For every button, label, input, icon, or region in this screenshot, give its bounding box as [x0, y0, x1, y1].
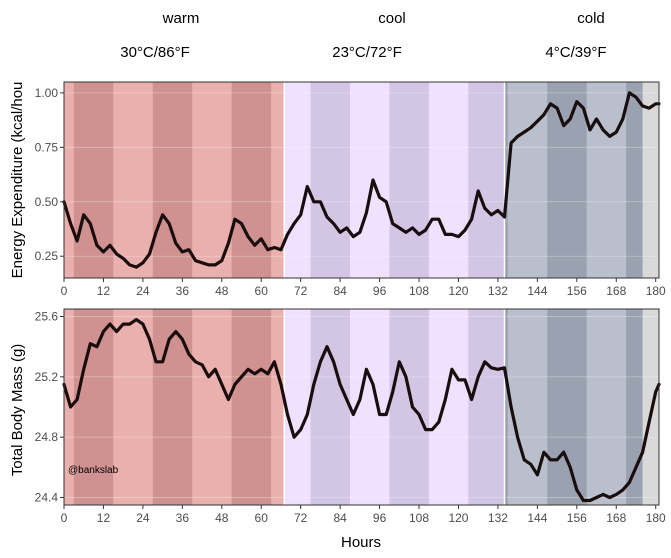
x-tick-label: 180 — [646, 284, 666, 298]
x-tick-label: 132 — [488, 511, 508, 525]
x-tick-label: 156 — [567, 284, 587, 298]
body-mass-line — [62, 318, 661, 503]
y-tick-label: 24.8 — [35, 430, 59, 444]
x-axis-ticks: 0 12 24 36 48 60 72 84 96 108 120 132 144 156 168 180 — [61, 505, 666, 525]
y-tick-label: 0.25 — [35, 249, 59, 263]
x-tick-label: 84 — [333, 284, 347, 298]
dark-phase-band — [310, 82, 350, 278]
x-tick-label: 48 — [215, 511, 229, 525]
x-tick-label: 156 — [567, 511, 587, 525]
y-tick-label: 0.75 — [35, 140, 59, 154]
dark-phase-band — [152, 309, 193, 505]
condition-temp-cool: 23°C/72°F — [332, 44, 402, 61]
x-tick-label: 60 — [255, 284, 269, 298]
gridlines — [64, 92, 659, 257]
x-tick-label: 96 — [373, 511, 387, 525]
x-axis-ticks: 0 12 24 36 48 60 72 84 96 108 120 132 144 156 168 180 — [61, 278, 666, 298]
dark-phase-band — [73, 82, 114, 278]
energy-y-axis-label: Energy Expenditure (kcal/hou — [9, 82, 26, 279]
dark-phase-band — [73, 309, 114, 505]
x-tick-label: 180 — [646, 511, 666, 525]
dark-phase-band — [547, 82, 587, 278]
x-tick-label: 36 — [176, 284, 190, 298]
x-tick-label: 96 — [373, 284, 387, 298]
x-axis-label: Hours — [341, 534, 381, 551]
condition-title-cold: cold — [577, 10, 605, 27]
condition-temp-warm: 30°C/86°F — [120, 44, 190, 61]
end-band — [642, 82, 659, 278]
y-tick-label: 24.4 — [35, 490, 59, 504]
x-tick-label: 36 — [176, 511, 190, 525]
dark-phase-band — [504, 309, 508, 505]
x-tick-label: 120 — [448, 511, 468, 525]
x-tick-label: 120 — [448, 284, 468, 298]
body-mass-y-axis-label: Total Body Mass (g) — [9, 344, 26, 477]
x-tick-label: 168 — [606, 284, 626, 298]
dark-phase-band — [231, 309, 272, 505]
x-tick-label: 132 — [488, 284, 508, 298]
x-tick-label: 0 — [61, 284, 68, 298]
dark-phase-band — [310, 309, 350, 505]
x-tick-label: 144 — [527, 511, 547, 525]
x-tick-label: 12 — [97, 511, 111, 525]
condition-bands — [64, 82, 659, 278]
dark-phase-band — [389, 309, 429, 505]
dark-phase-band — [547, 309, 587, 505]
x-tick-label: 168 — [606, 511, 626, 525]
x-tick-label: 0 — [61, 511, 68, 525]
dark-phase-band — [231, 82, 272, 278]
plot-frame — [63, 308, 660, 506]
y-tick-label: 0.50 — [35, 195, 59, 209]
x-tick-label: 108 — [409, 511, 429, 525]
panel-total-body-mass: 24.4 24.8 25.2 25.6 0 12 24 36 48 60 72 84 96 108 120… — [9, 308, 666, 525]
y-tick-label: 25.2 — [35, 370, 59, 384]
x-tick-label: 60 — [255, 511, 269, 525]
condition-headers: warm 30°C/86°F cool 23°C/72°F cold 4°C/3… — [120, 10, 606, 61]
dark-phase-band — [468, 82, 505, 278]
condition-bands — [64, 309, 659, 505]
x-tick-label: 144 — [527, 284, 547, 298]
dark-phase-band — [504, 82, 508, 278]
y-tick-label: 25.6 — [35, 310, 59, 324]
x-tick-label: 72 — [294, 511, 308, 525]
energy-expenditure-line — [62, 91, 661, 269]
panel-energy-expenditure: 0.25 0.50 0.75 1.00 0 12 24 36 48 60 72 84 96 108 120… — [9, 81, 666, 298]
plot-frame — [63, 81, 660, 279]
dark-phase-band — [152, 82, 193, 278]
x-tick-label: 24 — [136, 511, 150, 525]
dark-phase-band — [389, 82, 429, 278]
gridlines — [64, 316, 659, 498]
condition-temp-cold: 4°C/39°F — [545, 44, 606, 61]
x-tick-label: 12 — [97, 284, 111, 298]
y-tick-label: 1.00 — [35, 86, 59, 100]
x-tick-label: 108 — [409, 284, 429, 298]
condition-title-cool: cool — [378, 10, 406, 27]
x-tick-label: 48 — [215, 284, 229, 298]
dark-phase-band — [468, 309, 505, 505]
y-axis-ticks: 0.25 0.50 0.75 1.00 — [35, 86, 64, 263]
x-tick-label: 72 — [294, 284, 308, 298]
watermark: @bankslab — [68, 465, 119, 476]
condition-title-warm: warm — [162, 10, 200, 27]
x-tick-label: 24 — [136, 284, 150, 298]
y-axis-ticks: 24.4 24.8 25.2 25.6 — [35, 310, 64, 504]
x-tick-label: 84 — [333, 511, 347, 525]
